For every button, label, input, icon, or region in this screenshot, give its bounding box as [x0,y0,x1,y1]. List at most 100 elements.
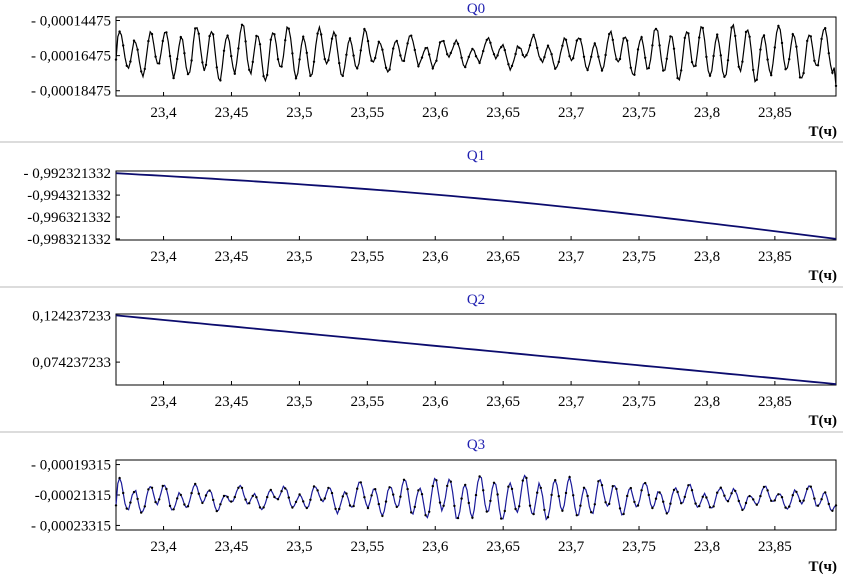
data-point [726,500,730,503]
data-point [446,484,449,488]
data-point [788,58,791,61]
data-point [752,498,755,501]
data-point [147,39,150,43]
data-point [183,503,186,506]
data-point [597,480,600,483]
x-tick-label: 23,5 [286,105,312,121]
data-point [345,492,348,495]
data-point [827,502,830,506]
data-point [255,34,258,38]
data-point [564,491,568,495]
x-tick-label: 23,4 [150,539,177,555]
x-axis-label: T(ч) [809,124,837,140]
data-point [230,500,233,503]
data-point [593,42,596,45]
data-point [233,495,236,499]
data-point [341,74,344,78]
data-point [338,61,341,65]
data-point [618,57,622,61]
data-point [305,51,308,55]
y-tick-label: - 0,00018475 [31,84,111,100]
data-point [762,485,766,489]
data-point [320,498,323,501]
data-point [701,26,704,30]
data-point [190,59,193,62]
y-tick-label: - 0,00014475 [31,14,111,30]
data-point [518,505,521,508]
chart-title: Q3 [467,437,485,453]
x-tick-label: 23,65 [486,105,520,121]
data-point [492,53,496,56]
data-point [237,486,240,489]
data-point [179,35,182,39]
data-point [136,48,139,51]
data-point [183,52,186,55]
data-point [680,69,683,72]
data-point [748,494,751,498]
data-point [640,36,643,39]
chart-panel-1: Q1 - 0,992321332 -0,994321332 -0,996321332 -… [0,148,843,288]
x-tick-label: 23,4 [150,105,177,121]
x-tick-label: 23,85 [758,394,792,410]
x-tick-label: 23,65 [486,394,520,410]
data-point [561,44,564,47]
data-point [647,66,650,70]
data-point [359,481,362,484]
data-point [194,482,197,486]
data-point [626,39,629,42]
data-point [395,39,398,43]
x-tick-label: 23,7 [558,394,585,410]
data-point [467,55,470,59]
data-point [651,506,654,510]
data-point [780,496,784,499]
data-point [442,504,445,507]
data-point [161,484,164,488]
data-point [251,494,254,498]
data-point [287,496,290,499]
data-point [802,499,805,502]
data-point [809,485,812,488]
data-point [460,497,463,500]
data-point [654,497,658,500]
data-point [384,66,388,70]
series-line [115,474,837,521]
data-point [831,509,834,512]
data-point [806,487,809,491]
data-point [604,53,607,57]
data-point [651,44,654,47]
data-point [723,75,726,79]
data-point [208,34,211,38]
data-point [453,42,456,45]
data-point [327,59,330,62]
data-point [172,76,175,80]
data-point [356,487,359,490]
data-point [575,39,578,42]
data-point [114,504,118,507]
data-point [302,500,305,503]
data-point [186,505,190,508]
data-point [280,65,283,68]
data-point [755,78,758,81]
data-point [550,493,553,497]
data-point [294,500,298,504]
data-point [302,35,305,38]
data-point [456,42,460,45]
data-point [204,63,208,67]
data-point [608,502,611,506]
data-point [532,33,535,37]
data-point [359,49,362,52]
data-point [258,506,262,509]
data-point [564,38,568,41]
data-point [737,499,740,503]
data-point [539,58,542,61]
x-tick-label: 23,85 [758,539,792,555]
data-point [824,27,827,30]
data-point [615,487,618,491]
data-point [309,74,312,78]
data-point [136,497,139,501]
data-point [658,491,661,494]
data-point [248,68,251,72]
data-point [816,504,820,507]
data-point [734,34,737,38]
series-line [115,314,837,385]
